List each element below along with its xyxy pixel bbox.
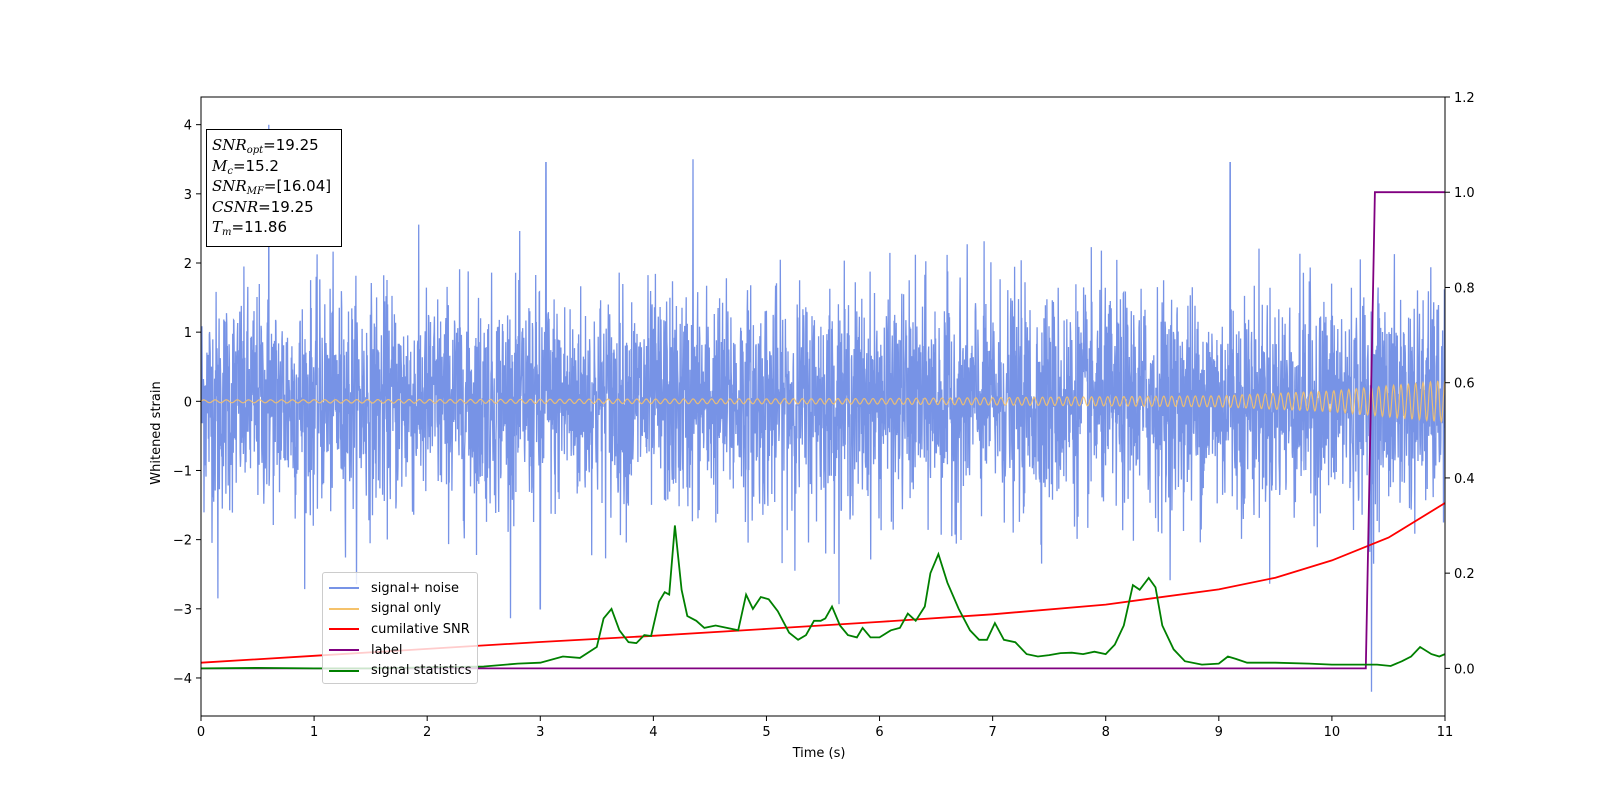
legend-item: label bbox=[329, 640, 477, 661]
legend-item: cumilative SNR bbox=[329, 619, 477, 640]
series-line-signal-noise bbox=[201, 124, 1445, 692]
y2-tick-label: 0.0 bbox=[1454, 662, 1475, 677]
y2-tick-label: 1.2 bbox=[1454, 91, 1475, 106]
x-tick-label: 1 bbox=[310, 725, 318, 740]
y2-tick-label: 0.6 bbox=[1454, 377, 1475, 392]
y-tick-label: −3 bbox=[173, 603, 192, 618]
y2-tick-label: 0.2 bbox=[1454, 567, 1475, 582]
legend-swatch bbox=[329, 587, 359, 590]
x-tick-label: 0 bbox=[197, 725, 205, 740]
legend-label: signal statistics bbox=[371, 663, 472, 679]
y-tick-label: −1 bbox=[173, 464, 192, 479]
y-tick-label: −4 bbox=[173, 672, 192, 687]
annotation-line: CSNR=19.25 bbox=[212, 197, 314, 216]
y-tick-label: −2 bbox=[173, 534, 192, 549]
y-axis-title: Whitened strain bbox=[149, 381, 164, 484]
legend-swatch bbox=[329, 669, 359, 672]
x-axis-title: Time (s) bbox=[792, 746, 846, 761]
annotation-line: SNRopt=19.25 bbox=[212, 136, 319, 156]
legend-swatch bbox=[329, 649, 359, 652]
legend-label: cumilative SNR bbox=[371, 621, 470, 637]
x-tick-label: 5 bbox=[762, 725, 770, 740]
legend-label: signal only bbox=[371, 601, 442, 617]
x-tick-label: 3 bbox=[536, 725, 544, 740]
series-line-label bbox=[201, 191, 1445, 670]
y2-tick-label: 1.0 bbox=[1454, 186, 1475, 201]
x-tick-label: 9 bbox=[1215, 725, 1223, 740]
x-tick-label: 8 bbox=[1102, 725, 1110, 740]
annotation-line: Tm=11.86 bbox=[212, 218, 288, 238]
legend-swatch bbox=[329, 607, 359, 610]
y2-tick-label: 0.4 bbox=[1454, 472, 1475, 487]
axes: 0 1 2 3 4 5 6 7 8 9 10 1143210−1−2−3−41.21.00.80.60… bbox=[173, 91, 1475, 740]
y-tick-label: 3 bbox=[184, 188, 192, 203]
legend-item: signal only bbox=[329, 599, 477, 620]
series-line-signal-statistics bbox=[201, 525, 1445, 670]
legend-label: signal+ noise bbox=[371, 580, 460, 596]
y-tick-label: 1 bbox=[184, 326, 192, 341]
x-tick-label: 10 bbox=[1324, 725, 1341, 740]
legend-item: signal statistics bbox=[329, 660, 477, 681]
y2-tick-label: 0.8 bbox=[1454, 281, 1475, 296]
legend-label: label bbox=[371, 642, 403, 658]
x-tick-label: 4 bbox=[649, 725, 657, 740]
y-tick-label: 2 bbox=[184, 257, 192, 272]
x-tick-label: 6 bbox=[875, 725, 883, 740]
annotation-line: Mc=15.2 bbox=[212, 156, 279, 177]
y-tick-label: 0 bbox=[184, 395, 192, 410]
annotation-box: SNRopt=19.25 Mc=15.2 SNRMF=[16.04] CSNR=19.… bbox=[206, 129, 342, 247]
x-tick-label: 2 bbox=[423, 725, 431, 740]
series-line-signal-only bbox=[201, 380, 1445, 424]
legend-item: signal+ noise bbox=[329, 578, 477, 599]
annotation-line: SNRMF=[16.04] bbox=[212, 177, 332, 197]
x-tick-label: 11 bbox=[1437, 725, 1454, 740]
plot-frame bbox=[200, 96, 1446, 717]
x-tick-label: 7 bbox=[988, 725, 996, 740]
legend: signal+ noise signal only cumilative SNR la… bbox=[322, 572, 478, 684]
legend-swatch bbox=[329, 628, 359, 631]
y-tick-label: 4 bbox=[184, 119, 192, 134]
